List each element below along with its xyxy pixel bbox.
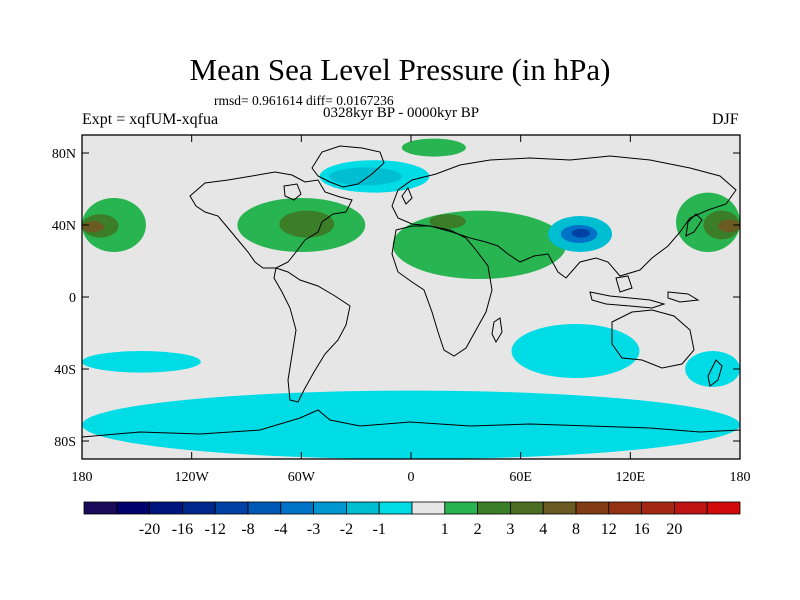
borneo-coast xyxy=(615,275,633,293)
hudson-bay xyxy=(283,183,302,201)
period-label: 0328kyr BP - 0000kyr BP xyxy=(323,105,480,121)
colorbar-swatch xyxy=(280,501,314,515)
british-isles xyxy=(401,186,413,205)
anomaly-tibet-low-center xyxy=(571,228,591,238)
colorbar-label: -1 xyxy=(373,521,386,538)
x-tick-label: 180 xyxy=(72,470,93,485)
y-tick-label: 40S xyxy=(54,363,76,378)
colorbar-swatch xyxy=(542,501,577,515)
x-tick-label: 0 xyxy=(408,470,415,485)
x-tick-label: 60E xyxy=(509,470,532,485)
colorbar-swatch xyxy=(83,501,118,515)
colorbar-swatch xyxy=(706,501,741,515)
anomaly-n-atlantic-high-core xyxy=(279,210,335,238)
anomaly-southern-ocean-low xyxy=(82,390,740,459)
antarctica-coast xyxy=(82,409,740,438)
colorbar-label: -8 xyxy=(241,521,254,538)
colorbar-swatch xyxy=(214,501,249,515)
greenland-coast xyxy=(311,145,385,188)
colorbar-swatch xyxy=(411,501,446,515)
y-tick-label: 40N xyxy=(52,219,76,234)
anomaly-australia-east-low xyxy=(685,351,740,387)
anomaly-arctic-low-core xyxy=(328,167,402,186)
colorbar-label: -12 xyxy=(205,521,226,538)
colorbar-swatch xyxy=(674,501,708,515)
experiment-label: Expt = xqfUM-xqfua xyxy=(82,111,219,128)
season-label: DJF xyxy=(712,111,739,128)
x-axis: 180 120W 60W 0 60E 120E 180 xyxy=(72,135,751,485)
colorbar-swatch xyxy=(345,501,380,515)
anomaly-s-pacific-low xyxy=(82,351,201,373)
anomaly-greenland-high xyxy=(401,138,466,157)
indonesia-coast xyxy=(589,291,666,309)
africa-coast xyxy=(391,225,493,357)
colorbar-label: -3 xyxy=(307,521,320,538)
new-guinea-coast xyxy=(667,291,700,303)
japan-coast xyxy=(685,213,703,237)
x-tick-label: 120W xyxy=(175,470,210,485)
colorbar-label: -20 xyxy=(139,521,160,538)
x-tick-label: 180 xyxy=(730,470,751,485)
colorbar-label: 20 xyxy=(666,521,682,538)
map-title: Mean Sea Level Pressure (in hPa) xyxy=(189,52,611,87)
anomaly-indian-ocean-low xyxy=(511,324,640,378)
colorbar: -20 -16 -12 -8 -4 -3 -2 -1 1 2 3 4 8 12 16 20 xyxy=(83,501,741,538)
x-tick-label: 120E xyxy=(616,470,646,485)
new-zealand-coast xyxy=(707,359,723,387)
y-tick-label: 80S xyxy=(54,435,76,450)
anomaly-n-pacific-high-east-center xyxy=(718,219,740,233)
colorbar-swatch xyxy=(313,501,347,515)
colorbar-swatch xyxy=(116,501,151,515)
colorbar-swatch xyxy=(608,501,642,515)
colorbar-swatch xyxy=(181,501,216,515)
north-america-coast xyxy=(189,171,353,269)
colorbar-swatch xyxy=(444,501,478,515)
colorbar-label: 3 xyxy=(506,521,514,538)
stats-line: rmsd= 0.961614 diff= 0.0167236 xyxy=(214,93,394,108)
colorbar-swatch xyxy=(477,501,511,515)
colorbar-label: -16 xyxy=(172,521,193,538)
colorbar-swatch xyxy=(247,501,282,515)
eurasia-coast xyxy=(391,155,737,279)
anomaly-n-pacific-high-west-center xyxy=(82,221,104,233)
colorbar-swatch xyxy=(378,501,413,515)
colorbar-swatch xyxy=(149,501,183,515)
colorbar-label: 8 xyxy=(572,521,580,538)
y-tick-label: 0 xyxy=(69,291,76,306)
colorbar-label: 4 xyxy=(539,521,547,538)
y-tick-label: 80N xyxy=(52,147,76,162)
colorbar-label: 1 xyxy=(441,521,449,538)
anomaly-eurasia-high xyxy=(392,210,567,279)
south-america-coast xyxy=(273,267,351,403)
colorbar-label: 12 xyxy=(601,521,617,538)
coastlines xyxy=(82,145,740,438)
colorbar-label: 16 xyxy=(634,521,650,538)
anomaly-eurasia-high-core xyxy=(429,214,466,229)
y-axis: 80N 40N 0 40S 80S xyxy=(52,147,740,450)
australia-coast xyxy=(611,309,695,369)
colorbar-swatch xyxy=(641,501,675,515)
anomaly-layer xyxy=(82,138,740,459)
x-tick-label: 60W xyxy=(288,470,316,485)
colorbar-swatch xyxy=(575,501,610,515)
colorbar-swatch xyxy=(509,501,544,515)
colorbar-label: 2 xyxy=(474,521,482,538)
colorbar-label: -4 xyxy=(274,521,287,538)
colorbar-label: -2 xyxy=(340,521,353,538)
madagascar-coast xyxy=(491,317,503,344)
